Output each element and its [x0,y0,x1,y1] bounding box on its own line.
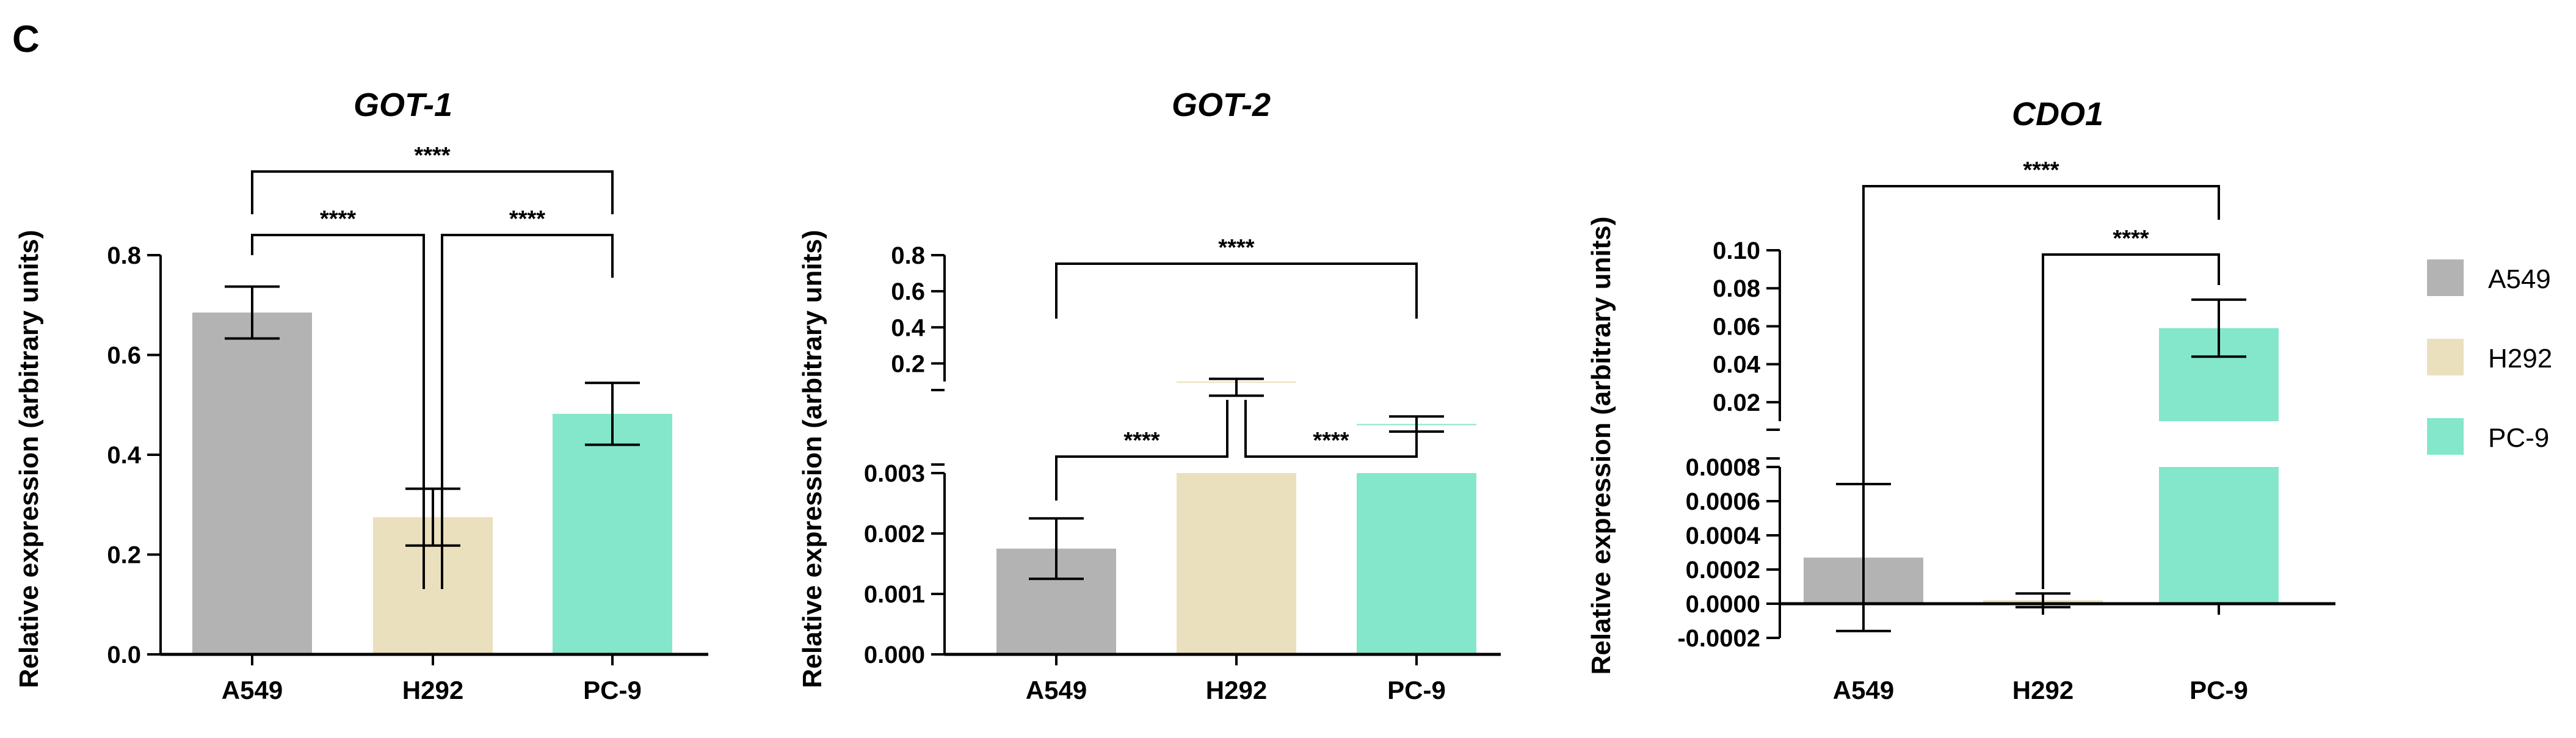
bar-got1-a549 [192,313,312,654]
bar-got2-pc9-lower [1357,473,1476,654]
x-tick-label-got1-h292: H292 [402,676,463,704]
significance-label-got1: **** [414,143,450,168]
x-tick-label-got2-pc9: PC-9 [1387,676,1446,704]
y-tick-label-got1: 0.6 [107,342,141,369]
y-tick-label-got2: 0.002 [864,521,925,548]
y-tick-label-got2: 0.6 [891,278,925,305]
legend-swatch-pc9 [2427,418,2464,455]
legend: A549 H292 PC-9 [2427,259,2552,455]
bar-cdo1-pc9-lower [2159,467,2279,604]
y-tick-label-cdo1: 0.10 [1713,237,1760,264]
y-tick-label-got1: 0.0 [107,642,141,668]
significance-label-cdo1: **** [2023,157,2059,183]
chart-title-got1: GOT-1 [354,87,452,123]
significance-label-got2: **** [1123,428,1159,454]
bar-got2-h292-lower [1177,473,1296,654]
x-tick-label-cdo1-h292: H292 [2012,676,2073,704]
y-tick-label-got2: 0.4 [891,314,925,341]
legend-swatch-h292 [2427,339,2464,375]
y-tick-label-got2: 0.8 [891,242,925,269]
y-tick-label-cdo1: 0.0004 [1686,523,1761,549]
x-tick-label-cdo1-a549: A549 [1833,676,1894,704]
chart-got1: A549 H292 PC-9 0.0 0.2 0.4 0.6 0.8 **** **** **** [107,143,708,704]
y-axis-label-got1: Relative expression (arbitrary units) [14,230,44,689]
significance-bracket-got1 [441,234,614,589]
y-tick-label-got1: 0.2 [107,542,141,569]
bar-got1-pc9 [553,413,672,654]
x-tick-label-cdo1-pc9: PC-9 [2190,676,2248,704]
significance-bracket-cdo1 [1862,185,2220,583]
y-tick-label-got1: 0.4 [107,442,141,469]
y-tick-label-got2: 0.003 [864,460,925,487]
y-tick-label-cdo1: -0.0002 [1677,625,1760,652]
panel-label: C [12,18,40,60]
significance-label-got2: **** [1313,428,1349,454]
significance-bracket-got1 [251,234,425,589]
chart-got2: A549 H292 PC-9 0.000 0.001 0.002 0.003 0.2 0.4 0.… [864,235,1501,704]
y-axis-label-cdo1: Relative expression (arbitrary units) [1586,217,1616,675]
y-tick-label-got2: 0.001 [864,581,925,608]
significance-bracket-got2 [1244,400,1418,458]
significance-bracket-got1 [251,170,614,214]
y-tick-label-cdo1: 0.06 [1713,313,1760,340]
y-tick-label-got2: 0.000 [864,642,925,668]
legend-swatch-a549 [2427,259,2464,296]
y-tick-label-cdo1: 0.0008 [1686,454,1760,481]
significance-label-got1: **** [509,206,545,232]
y-tick-label-cdo1: 0.0006 [1686,488,1760,515]
legend-label-a549: A549 [2488,264,2551,294]
y-tick-label-cdo1: 0.08 [1713,275,1760,302]
chart-title-got2: GOT-2 [1172,87,1271,123]
significance-label-cdo1: **** [2113,226,2149,251]
legend-label-h292: H292 [2488,344,2552,374]
significance-bracket-cdo1 [2042,253,2220,589]
x-tick-label-got1-a549: A549 [222,676,283,704]
y-axis-label-got2: Relative expression (arbitrary units) [797,230,827,689]
legend-label-pc9: PC-9 [2488,423,2549,453]
chart-title-cdo1: CDO1 [2012,96,2103,132]
y-tick-label-got1: 0.8 [107,242,141,269]
y-tick-label-cdo1: 0.0000 [1686,591,1760,618]
y-tick-label-cdo1: 0.02 [1713,389,1760,416]
significance-bracket-got2 [1055,262,1418,319]
significance-bracket-got2 [1055,400,1228,501]
chart-cdo1: A549 H292 PC-9 -0.0002 0.0000 0.0002 0.0004 0.0… [1677,157,2335,704]
significance-label-got1: **** [320,206,356,232]
significance-label-got2: **** [1218,235,1254,261]
x-tick-label-got2-h292: H292 [1206,676,1267,704]
y-tick-label-got2: 0.2 [891,350,925,377]
y-tick-label-cdo1: 0.04 [1713,352,1761,378]
x-tick-label-got2-a549: A549 [1026,676,1087,704]
x-tick-label-got1-pc9: PC-9 [583,676,642,704]
y-tick-label-cdo1: 0.0002 [1686,557,1760,584]
